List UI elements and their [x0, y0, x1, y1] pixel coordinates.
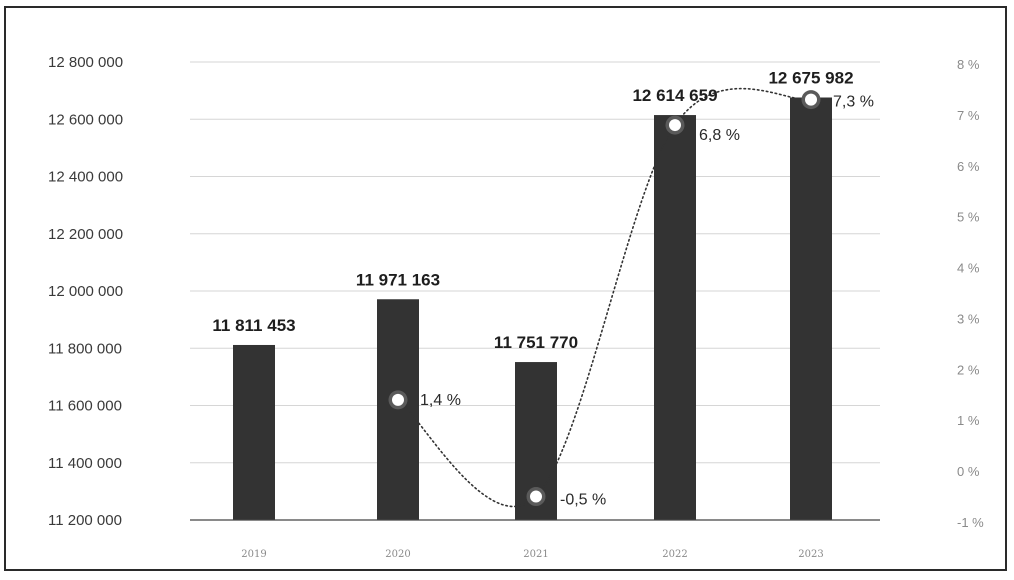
right-tick-label: 6 %: [957, 159, 980, 174]
x-axis-ticks: 2019 2020 2021 2022 2023: [241, 549, 823, 560]
bar-value-label: 12 675 982: [768, 69, 853, 88]
growth-marker: [392, 393, 404, 406]
right-tick-label: 3 %: [957, 311, 980, 326]
left-tick-label: 11 800 000: [48, 340, 122, 357]
right-tick-label: 2 %: [957, 362, 980, 377]
right-tick-label: 0 %: [957, 464, 980, 479]
bar: [790, 97, 832, 520]
pct-value-label: -0,5 %: [560, 492, 606, 509]
growth-marker: [805, 93, 817, 106]
right-tick-label: 1 %: [957, 413, 980, 428]
pct-value-label: 1,4 %: [420, 392, 461, 409]
growth-curve: [397, 87, 812, 508]
right-tick-label: -1 %: [957, 515, 984, 530]
right-tick-label: 4 %: [957, 261, 980, 276]
bar-value-labels: 11 811 453 11 971 163 11 751 770 12 614 659…: [212, 69, 853, 353]
growth-marker: [669, 119, 681, 132]
bar-value-label: 11 971 163: [356, 270, 440, 289]
bar-value-label: 11 751 770: [494, 333, 578, 352]
growth-line: [388, 87, 821, 508]
left-tick-label: 11 400 000: [48, 455, 122, 472]
bar: [233, 344, 275, 520]
pct-value-label: 6,8 %: [699, 127, 740, 144]
bar-value-label: 12 614 659: [632, 86, 717, 105]
right-tick-label: 8 %: [957, 57, 980, 72]
left-tick-label: 12 800 000: [48, 54, 123, 71]
left-tick-label: 12 200 000: [48, 226, 123, 243]
chart-frame: [4, 6, 1007, 571]
left-axis-ticks: 11 200 000 11 400 000 11 600 000 11 800 000…: [48, 54, 123, 529]
x-tick-label: 2020: [385, 549, 410, 560]
gridlines: [190, 61, 880, 464]
left-tick-label: 12 400 000: [48, 169, 123, 186]
pct-value-labels: 1,4 % -0,5 % 6,8 % 7,3 %: [420, 94, 874, 509]
bars: [233, 97, 832, 520]
left-tick-label: 12 600 000: [48, 111, 123, 128]
growth-marker: [530, 490, 542, 503]
x-tick-label: 2019: [241, 549, 266, 560]
left-tick-label: 12 000 000: [48, 283, 123, 300]
left-tick-label: 11 200 000: [48, 512, 122, 529]
right-tick-label: 5 %: [957, 210, 980, 225]
bar: [654, 115, 696, 520]
x-tick-label: 2021: [523, 549, 548, 560]
right-axis-ticks: -1 % 0 % 1 % 2 % 3 % 4 % 5 % 6 % 7 % 8 %: [957, 57, 984, 530]
x-tick-label: 2022: [662, 549, 687, 560]
bar: [377, 299, 419, 520]
pct-value-label: 7,3 %: [833, 94, 874, 111]
x-tick-label: 2023: [798, 549, 823, 560]
left-tick-label: 11 600 000: [48, 398, 122, 415]
bar-value-label: 11 811 453: [212, 316, 295, 335]
right-tick-label: 7 %: [957, 108, 980, 123]
